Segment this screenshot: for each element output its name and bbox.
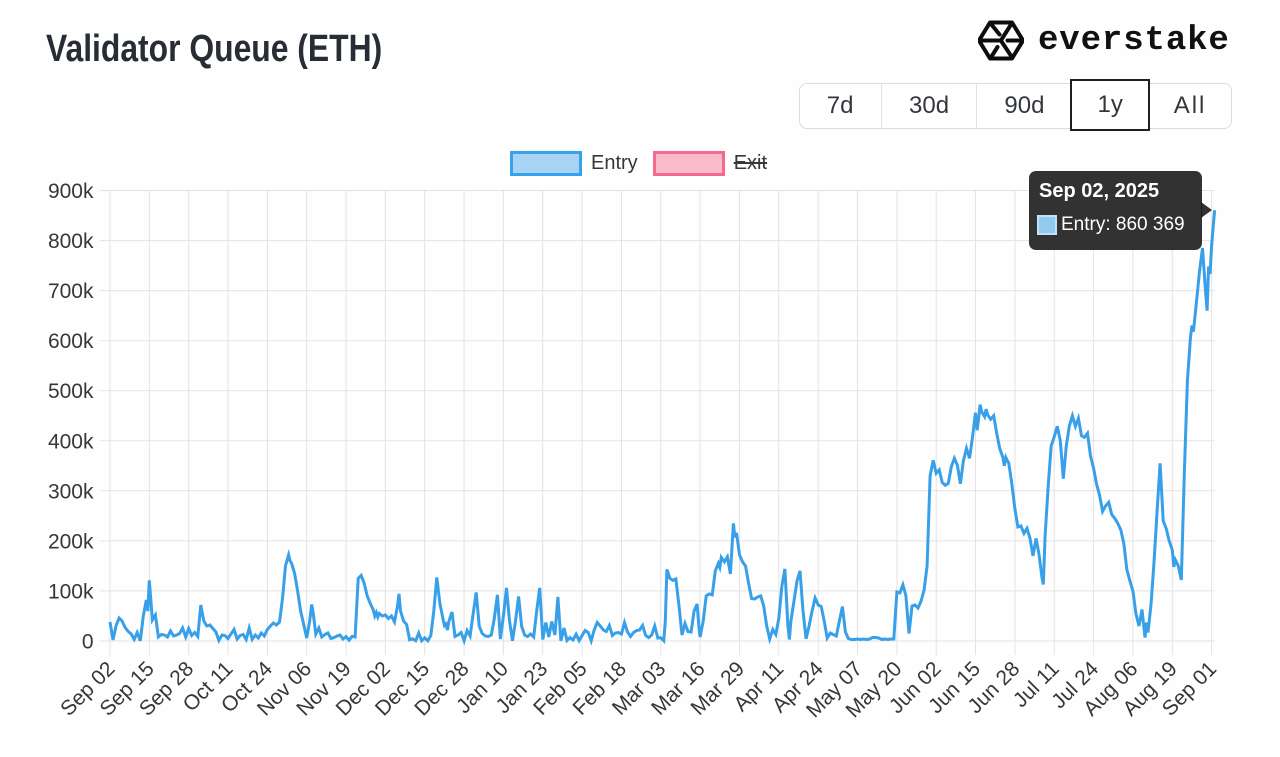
svg-text:700k: 700k	[48, 280, 94, 303]
svg-text:200k: 200k	[48, 530, 94, 553]
svg-text:600k: 600k	[48, 330, 94, 353]
svg-text:100k: 100k	[48, 580, 94, 603]
svg-text:800k: 800k	[48, 230, 94, 253]
svg-text:300k: 300k	[48, 480, 94, 503]
svg-text:900k: 900k	[48, 180, 94, 203]
svg-text:0: 0	[82, 631, 94, 654]
svg-text:500k: 500k	[48, 380, 94, 403]
svg-text:400k: 400k	[48, 430, 94, 453]
